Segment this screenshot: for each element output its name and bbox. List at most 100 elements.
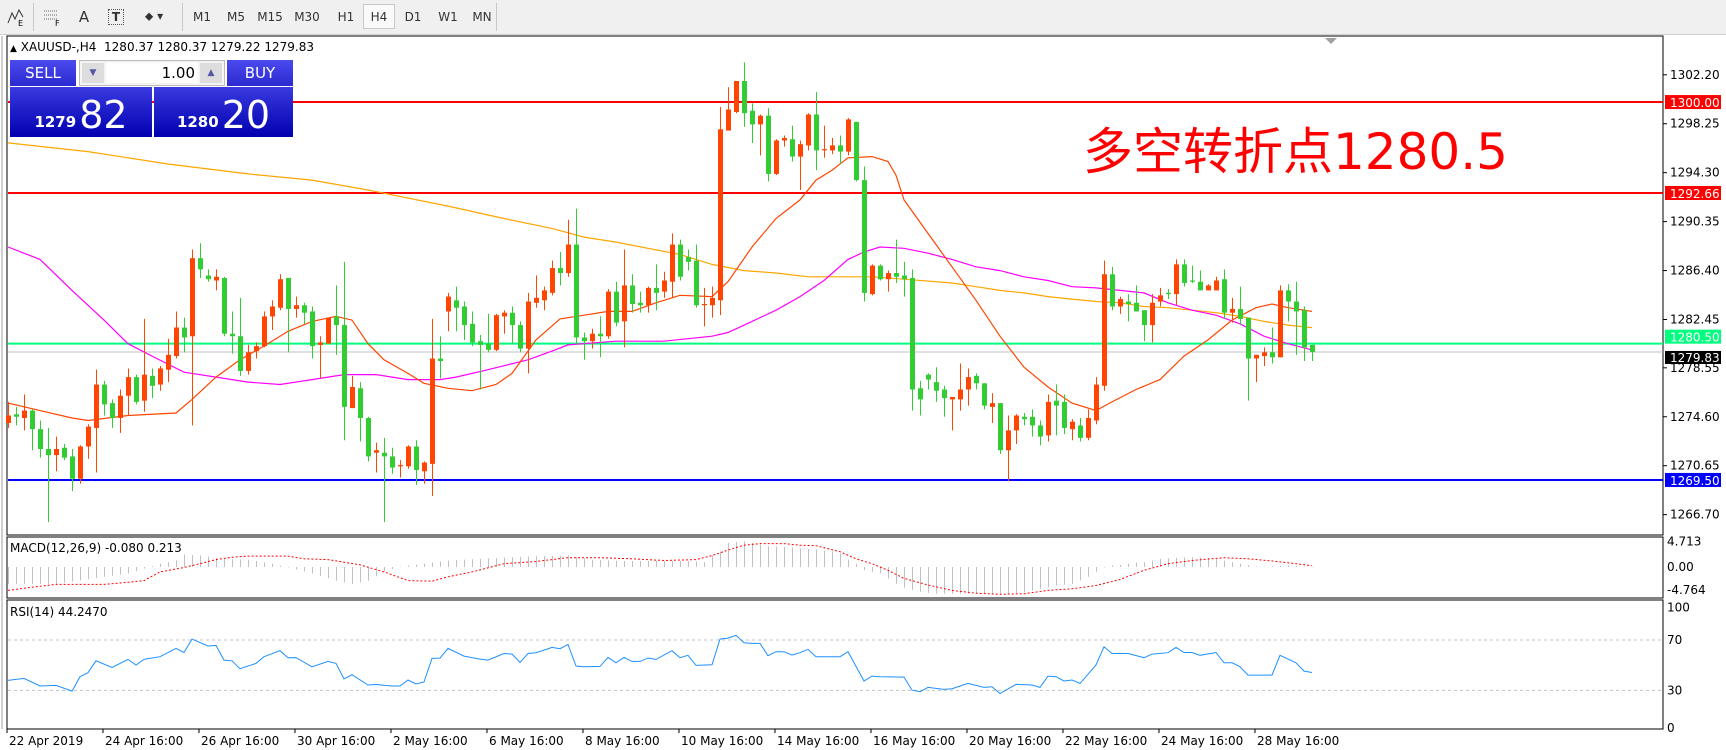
candle [1262, 347, 1267, 366]
candle [1270, 327, 1275, 364]
timeframe-h4[interactable]: H4 [363, 4, 395, 29]
candle-body [534, 297, 539, 303]
candle-body [366, 418, 371, 457]
timeframe-h1[interactable]: H1 [337, 9, 355, 24]
toolbar-separator [496, 3, 497, 31]
chart-annotation-text[interactable]: 多空转折点1280.5 [1083, 123, 1508, 181]
candle-body [942, 389, 947, 399]
candle-body [902, 275, 907, 280]
symbol-ohlc: XAUUSD-,H4 1280.37 1280.37 1279.22 1279.… [20, 40, 314, 54]
candle-body [78, 446, 83, 479]
chart-shift-marker-icon[interactable] [1325, 38, 1337, 44]
symbol-header: ▲ XAUUSD-,H4 1280.37 1280.37 1279.22 127… [10, 40, 314, 54]
candle [382, 437, 387, 523]
candle [870, 264, 875, 296]
candle-body [910, 277, 915, 390]
fibonacci-icon[interactable]: F [38, 4, 66, 29]
candle [1102, 260, 1107, 391]
candle-body [822, 149, 827, 151]
macd-pane[interactable] [6, 536, 1664, 599]
candle-body [1254, 354, 1259, 359]
candle [542, 286, 547, 311]
collapse-triangle-icon[interactable]: ▲ [10, 44, 17, 54]
candle-body [142, 374, 147, 401]
macd-axis-label: 4.713 [1667, 534, 1701, 548]
candle [862, 166, 867, 302]
candle [1046, 394, 1051, 442]
candle [1142, 310, 1147, 342]
text-box-icon[interactable]: T [103, 4, 129, 29]
timeframe-d1[interactable]: D1 [404, 9, 422, 24]
candle-body [654, 287, 659, 293]
candle-body [526, 301, 531, 349]
candle [782, 135, 787, 147]
timeframe-m5[interactable]: M5 [227, 9, 245, 24]
sell-button[interactable]: SELL [10, 60, 76, 86]
line-price-tag [1665, 329, 1721, 344]
timeframe-mn[interactable]: MN [472, 9, 492, 24]
candle [494, 313, 499, 352]
candle-body [558, 268, 563, 274]
rsi-pane[interactable] [6, 599, 1664, 730]
lot-size-input[interactable]: 1.00 [106, 63, 198, 83]
buy-button[interactable]: BUY [227, 60, 293, 86]
candle-body [166, 354, 171, 370]
arrows-icon[interactable]: ⬥ ▾ [144, 9, 164, 23]
candle-body [950, 396, 955, 400]
candle [310, 306, 315, 359]
candle-body [590, 333, 595, 342]
candle [1246, 317, 1251, 401]
candle [742, 62, 747, 127]
candle [878, 264, 883, 281]
candle [614, 281, 619, 327]
candle-body [862, 180, 867, 293]
lot-size-field[interactable]: ▼ 1.00 ▲ [79, 60, 225, 86]
candle [222, 276, 227, 337]
timeframe-m1[interactable]: M1 [193, 9, 211, 24]
candle [1222, 269, 1227, 319]
timeframe-m30[interactable]: M30 [294, 9, 320, 24]
candle [958, 363, 963, 411]
candle-body [30, 410, 35, 430]
candle [582, 332, 587, 360]
expert-chart-icon[interactable]: E [2, 4, 30, 29]
candle [734, 80, 739, 114]
lot-increase-button[interactable]: ▲ [200, 63, 222, 83]
macd-indicator [7, 541, 1313, 595]
candle-body [1230, 308, 1235, 313]
candle [294, 296, 299, 318]
candle-body [270, 306, 275, 317]
lot-decrease-button[interactable]: ▼ [82, 63, 104, 83]
macd-axis-label: -4.764 [1667, 583, 1706, 597]
candle-body [54, 448, 59, 456]
candle [1126, 294, 1131, 322]
candle [230, 311, 235, 354]
candle [30, 409, 35, 451]
time-tick-label: 28 May 16:00 [1257, 734, 1339, 748]
candle [790, 125, 795, 162]
candle-body [6, 415, 11, 423]
candle [78, 445, 83, 484]
candle-body [710, 297, 715, 306]
candle [486, 313, 491, 353]
timeframe-w1[interactable]: W1 [438, 9, 458, 24]
text-label-icon[interactable]: A [78, 7, 90, 26]
current-price-label: 1279.83 [1670, 351, 1720, 365]
candle-body [198, 258, 203, 270]
candle-body [1174, 264, 1179, 295]
candle [430, 318, 435, 497]
candle-body [102, 384, 107, 405]
candle [462, 301, 467, 340]
candle-body [1190, 280, 1195, 282]
candle [54, 436, 59, 472]
candle-body [830, 145, 835, 151]
candle [966, 368, 971, 406]
candle [998, 403, 1003, 454]
candle [718, 107, 723, 316]
candle-body [798, 144, 803, 157]
timeframe-m15[interactable]: M15 [257, 9, 283, 24]
buy-price-button[interactable]: 1280 20 [154, 87, 293, 137]
sell-price-button[interactable]: 1279 82 [10, 87, 152, 137]
candle-body [854, 121, 859, 181]
